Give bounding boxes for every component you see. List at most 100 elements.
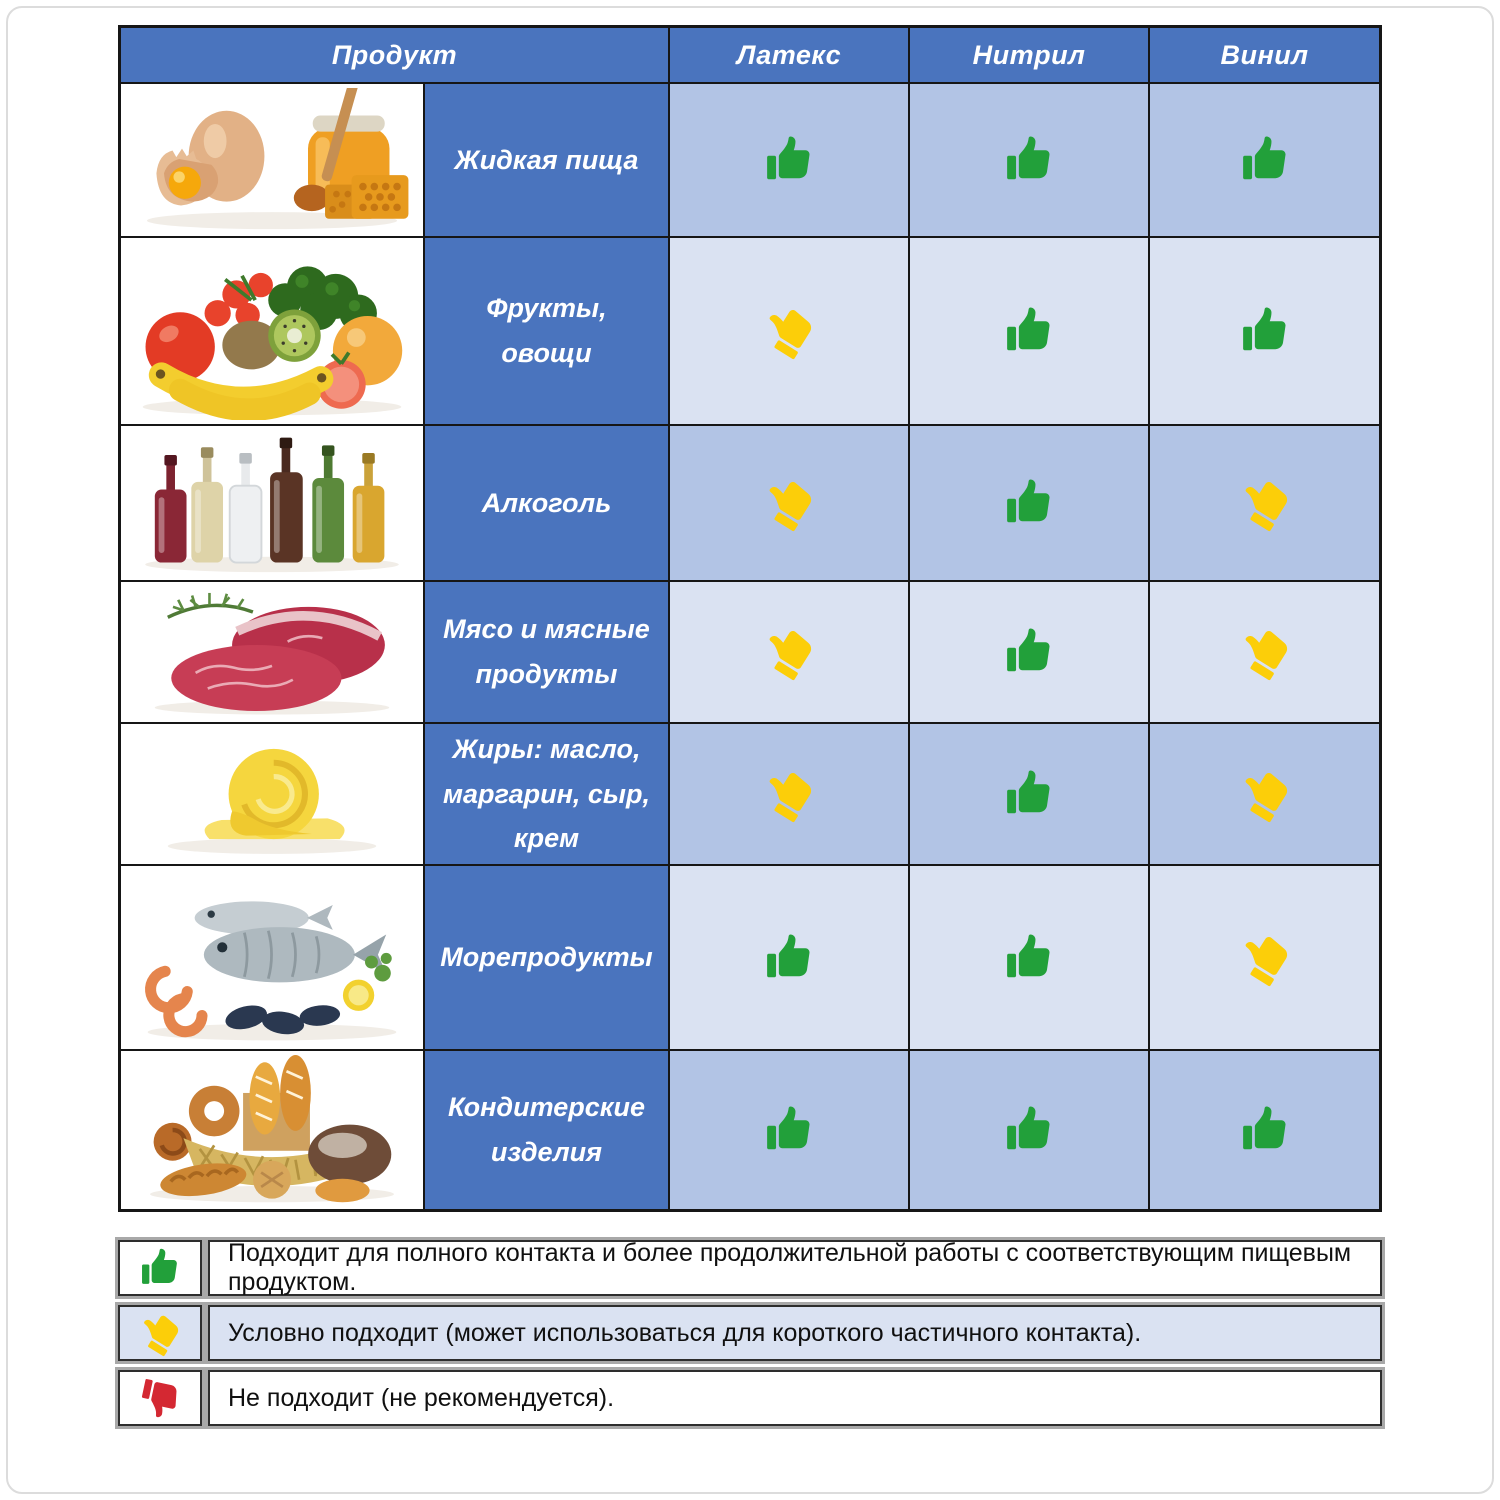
rating-thumb-icon bbox=[1226, 464, 1303, 541]
rating-cell-vinyl bbox=[1148, 236, 1379, 424]
legend-icon-cell bbox=[118, 1240, 202, 1296]
rating-cell-nitrile bbox=[908, 424, 1148, 580]
row-label: Жиры: масло, маргарин, сыр, крем bbox=[443, 734, 650, 854]
header-latex-label: Латекс bbox=[736, 39, 842, 70]
rating-cell-vinyl bbox=[1148, 580, 1379, 722]
seafood-image bbox=[121, 864, 423, 1049]
rating-thumb-icon bbox=[1001, 624, 1057, 680]
header-nitrile-label: Нитрил bbox=[972, 39, 1086, 70]
table-row: Морепродукты bbox=[121, 864, 1379, 1049]
rating-cell-vinyl bbox=[1148, 1049, 1379, 1209]
rating-thumb-icon bbox=[750, 613, 827, 690]
legend-text-cell: Не подходит (не рекомендуется). bbox=[208, 1370, 1382, 1426]
rating-cell-latex bbox=[668, 236, 908, 424]
row-label: Кондитерские изделия bbox=[448, 1092, 645, 1167]
table-row: Мясо и мясные продукты bbox=[121, 580, 1379, 722]
rating-cell-nitrile bbox=[908, 722, 1148, 864]
rating-thumb-icon bbox=[761, 132, 817, 188]
legend-text-cell: Подходит для полного контакта и более пр… bbox=[208, 1239, 1382, 1296]
rating-cell-latex bbox=[668, 580, 908, 722]
legend-text: Не подходит (не рекомендуется). bbox=[228, 1383, 615, 1412]
rating-cell-nitrile bbox=[908, 236, 1148, 424]
rating-thumb-icon bbox=[750, 464, 827, 541]
row-label-cell: Алкоголь bbox=[423, 424, 668, 580]
bakery-illustration bbox=[150, 1055, 394, 1203]
row-label-cell: Морепродукты bbox=[423, 864, 668, 1049]
rating-thumb-icon bbox=[1237, 303, 1293, 359]
meat-illustration bbox=[154, 592, 390, 715]
row-label: Жидкая пища bbox=[454, 144, 639, 175]
legend-text: Условно подходит (может использоваться д… bbox=[228, 1318, 1142, 1347]
eggs-and-honey-illustration bbox=[146, 88, 409, 230]
thumb-down-icon bbox=[133, 1371, 188, 1426]
row-label-cell: Кондитерские изделия bbox=[423, 1049, 668, 1209]
table-row: Жиры: масло, маргарин, сыр, крем bbox=[121, 722, 1379, 864]
legend-icon-cell bbox=[118, 1305, 202, 1361]
rating-thumb-icon bbox=[1001, 132, 1057, 188]
bakery-products-image bbox=[121, 1049, 423, 1209]
legend: Подходит для полного контакта и более пр… bbox=[118, 1239, 1382, 1435]
legend-row-not-suitable: Не подходит (не рекомендуется). bbox=[118, 1370, 1382, 1426]
rating-thumb-icon bbox=[1001, 766, 1057, 822]
header-product-label: Продукт bbox=[331, 39, 458, 70]
row-label: Мясо и мясные продукты bbox=[443, 614, 650, 689]
rating-cell-nitrile bbox=[908, 1049, 1148, 1209]
header-cell-latex: Латекс bbox=[668, 28, 908, 82]
legend-text: Подходит для полного контакта и более пр… bbox=[228, 1239, 1352, 1296]
table-header-row: Продукт Латекс Нитрил Винил bbox=[121, 28, 1379, 82]
eggs-and-honey-image bbox=[121, 82, 423, 236]
legend-icon-cell bbox=[118, 1370, 202, 1426]
row-label: Морепродукты bbox=[440, 942, 653, 973]
rating-cell-vinyl bbox=[1148, 864, 1379, 1049]
rating-cell-vinyl bbox=[1148, 82, 1379, 236]
raw-meat-image bbox=[121, 580, 423, 722]
glove-food-compatibility-table: Продукт Латекс Нитрил Винил bbox=[118, 25, 1382, 1212]
rating-thumb-icon bbox=[1001, 1102, 1057, 1158]
rating-cell-latex bbox=[668, 424, 908, 580]
rating-thumb-icon bbox=[761, 930, 817, 986]
rating-thumb-icon bbox=[1226, 919, 1303, 996]
row-label-cell: Жидкая пища bbox=[423, 82, 668, 236]
header-cell-product: Продукт bbox=[121, 28, 668, 82]
bottles-illustration bbox=[145, 437, 399, 573]
row-label-cell: Фрукты, овощи bbox=[423, 236, 668, 424]
thumb-conditional-icon bbox=[128, 1301, 191, 1364]
legend-text-cell: Условно подходит (может использоваться д… bbox=[208, 1305, 1382, 1361]
rating-cell-latex bbox=[668, 1049, 908, 1209]
rating-thumb-icon bbox=[1001, 303, 1057, 359]
table-row: Алкоголь bbox=[121, 424, 1379, 580]
seafood-illustration bbox=[145, 901, 397, 1041]
rating-thumb-icon bbox=[750, 292, 827, 369]
rating-cell-nitrile bbox=[908, 82, 1148, 236]
fruits-illustration bbox=[142, 266, 403, 420]
rating-thumb-icon bbox=[1237, 132, 1293, 188]
rating-cell-latex bbox=[668, 82, 908, 236]
butter-curl-image bbox=[121, 722, 423, 864]
rating-thumb-icon bbox=[1226, 613, 1303, 690]
row-label: Алкоголь bbox=[481, 487, 612, 518]
rating-cell-latex bbox=[668, 722, 908, 864]
rating-thumb-icon bbox=[1001, 930, 1057, 986]
legend-row-conditional: Условно подходит (может использоваться д… bbox=[118, 1305, 1382, 1361]
rating-thumb-icon bbox=[1001, 475, 1057, 531]
butter-illustration bbox=[167, 748, 377, 854]
row-label-cell: Жиры: масло, маргарин, сыр, крем bbox=[423, 722, 668, 864]
header-cell-vinyl: Винил bbox=[1148, 28, 1379, 82]
fruits-and-vegetables-image bbox=[121, 236, 423, 424]
rating-thumb-icon bbox=[761, 1102, 817, 1158]
header-cell-nitrile: Нитрил bbox=[908, 28, 1148, 82]
rating-cell-nitrile bbox=[908, 580, 1148, 722]
header-vinyl-label: Винил bbox=[1220, 39, 1309, 70]
rating-thumb-icon bbox=[1237, 1102, 1293, 1158]
row-label: Фрукты, овощи bbox=[486, 293, 607, 368]
row-label-cell: Мясо и мясные продукты bbox=[423, 580, 668, 722]
rating-cell-nitrile bbox=[908, 864, 1148, 1049]
alcohol-bottles-image bbox=[121, 424, 423, 580]
table-row: Жидкая пища bbox=[121, 82, 1379, 236]
legend-row-suitable: Подходит для полного контакта и более пр… bbox=[118, 1239, 1382, 1296]
table-row: Кондитерские изделия bbox=[121, 1049, 1379, 1209]
rating-thumb-icon bbox=[750, 755, 827, 832]
rating-cell-vinyl bbox=[1148, 722, 1379, 864]
table-row: Фрукты, овощи bbox=[121, 236, 1379, 424]
rating-thumb-icon bbox=[1226, 755, 1303, 832]
